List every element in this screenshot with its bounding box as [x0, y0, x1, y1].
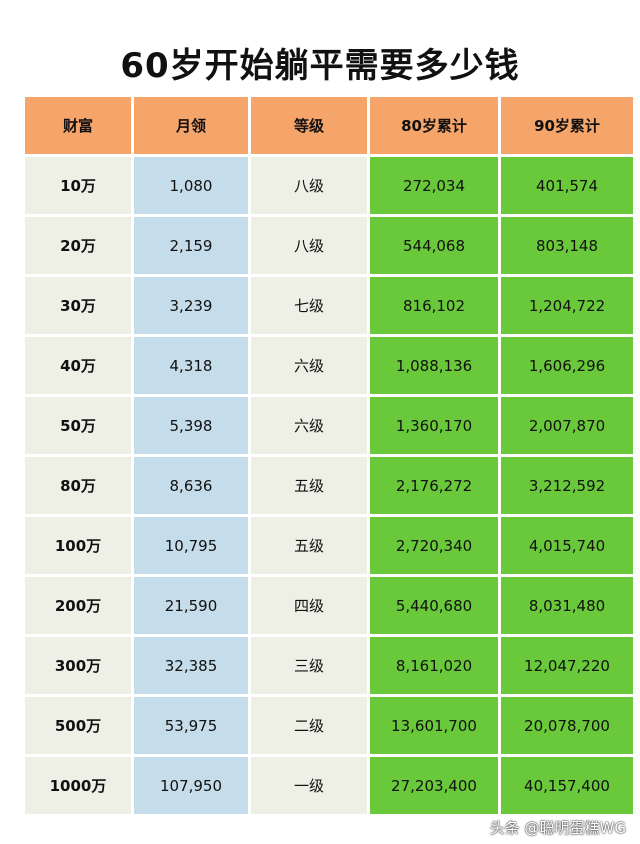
cell-monthly: 4,318 — [134, 337, 248, 394]
cell-monthly: 107,950 — [134, 757, 248, 814]
cell-wealth: 500万 — [25, 697, 131, 754]
cell-cumulative-80: 13,601,700 — [370, 697, 498, 754]
cell-cumulative-80: 2,720,340 — [370, 517, 498, 574]
cell-wealth: 200万 — [25, 577, 131, 634]
cell-wealth: 80万 — [25, 457, 131, 514]
table-row: 40万 4,318 六级 1,088,136 1,606,296 — [25, 337, 633, 394]
header-cumulative-90: 90岁累计 — [501, 97, 633, 154]
cell-level: 二级 — [251, 697, 367, 754]
cell-level: 三级 — [251, 637, 367, 694]
cell-cumulative-80: 816,102 — [370, 277, 498, 334]
savings-table: 财富 月领 等级 80岁累计 90岁累计 10万 1,080 八级 272,034 40… — [22, 94, 636, 817]
cell-cumulative-80: 272,034 — [370, 157, 498, 214]
cell-wealth: 1000万 — [25, 757, 131, 814]
cell-wealth: 40万 — [25, 337, 131, 394]
cell-cumulative-80: 8,161,020 — [370, 637, 498, 694]
cell-monthly: 3,239 — [134, 277, 248, 334]
table-row: 10万 1,080 八级 272,034 401,574 — [25, 157, 633, 214]
cell-monthly: 10,795 — [134, 517, 248, 574]
cell-cumulative-80: 2,176,272 — [370, 457, 498, 514]
cell-wealth: 50万 — [25, 397, 131, 454]
table-header-row: 财富 月领 等级 80岁累计 90岁累计 — [25, 97, 633, 154]
cell-monthly: 53,975 — [134, 697, 248, 754]
table-row: 80万 8,636 五级 2,176,272 3,212,592 — [25, 457, 633, 514]
table-row: 300万 32,385 三级 8,161,020 12,047,220 — [25, 637, 633, 694]
cell-level: 八级 — [251, 217, 367, 274]
cell-cumulative-80: 27,203,400 — [370, 757, 498, 814]
cell-cumulative-90: 803,148 — [501, 217, 633, 274]
cell-cumulative-90: 3,212,592 — [501, 457, 633, 514]
cell-cumulative-90: 1,204,722 — [501, 277, 633, 334]
cell-wealth: 30万 — [25, 277, 131, 334]
cell-cumulative-80: 544,068 — [370, 217, 498, 274]
cell-level: 八级 — [251, 157, 367, 214]
cell-monthly: 2,159 — [134, 217, 248, 274]
cell-wealth: 300万 — [25, 637, 131, 694]
cell-level: 七级 — [251, 277, 367, 334]
cell-cumulative-90: 12,047,220 — [501, 637, 633, 694]
cell-level: 一级 — [251, 757, 367, 814]
cell-monthly: 1,080 — [134, 157, 248, 214]
cell-level: 五级 — [251, 457, 367, 514]
header-cumulative-80: 80岁累计 — [370, 97, 498, 154]
header-wealth: 财富 — [25, 97, 131, 154]
cell-wealth: 100万 — [25, 517, 131, 574]
cell-wealth: 10万 — [25, 157, 131, 214]
cell-cumulative-90: 2,007,870 — [501, 397, 633, 454]
cell-monthly: 21,590 — [134, 577, 248, 634]
table-row: 1000万 107,950 一级 27,203,400 40,157,400 — [25, 757, 633, 814]
cell-cumulative-80: 1,088,136 — [370, 337, 498, 394]
cell-level: 六级 — [251, 337, 367, 394]
cell-wealth: 20万 — [25, 217, 131, 274]
header-monthly: 月领 — [134, 97, 248, 154]
watermark: 头条 @聪明蛋糕WG — [489, 819, 626, 837]
cell-level: 四级 — [251, 577, 367, 634]
cell-cumulative-90: 40,157,400 — [501, 757, 633, 814]
cell-monthly: 32,385 — [134, 637, 248, 694]
cell-cumulative-80: 1,360,170 — [370, 397, 498, 454]
header-level: 等级 — [251, 97, 367, 154]
table-row: 20万 2,159 八级 544,068 803,148 — [25, 217, 633, 274]
table-row: 500万 53,975 二级 13,601,700 20,078,700 — [25, 697, 633, 754]
cell-level: 五级 — [251, 517, 367, 574]
cell-cumulative-90: 8,031,480 — [501, 577, 633, 634]
table-row: 100万 10,795 五级 2,720,340 4,015,740 — [25, 517, 633, 574]
cell-monthly: 8,636 — [134, 457, 248, 514]
table-row: 30万 3,239 七级 816,102 1,204,722 — [25, 277, 633, 334]
cell-cumulative-90: 4,015,740 — [501, 517, 633, 574]
cell-cumulative-90: 20,078,700 — [501, 697, 633, 754]
page-title: 60岁开始躺平需要多少钱 — [120, 46, 520, 86]
table-row: 50万 5,398 六级 1,360,170 2,007,870 — [25, 397, 633, 454]
cell-cumulative-80: 5,440,680 — [370, 577, 498, 634]
cell-cumulative-90: 1,606,296 — [501, 337, 633, 394]
cell-level: 六级 — [251, 397, 367, 454]
cell-cumulative-90: 401,574 — [501, 157, 633, 214]
cell-monthly: 5,398 — [134, 397, 248, 454]
table-row: 200万 21,590 四级 5,440,680 8,031,480 — [25, 577, 633, 634]
